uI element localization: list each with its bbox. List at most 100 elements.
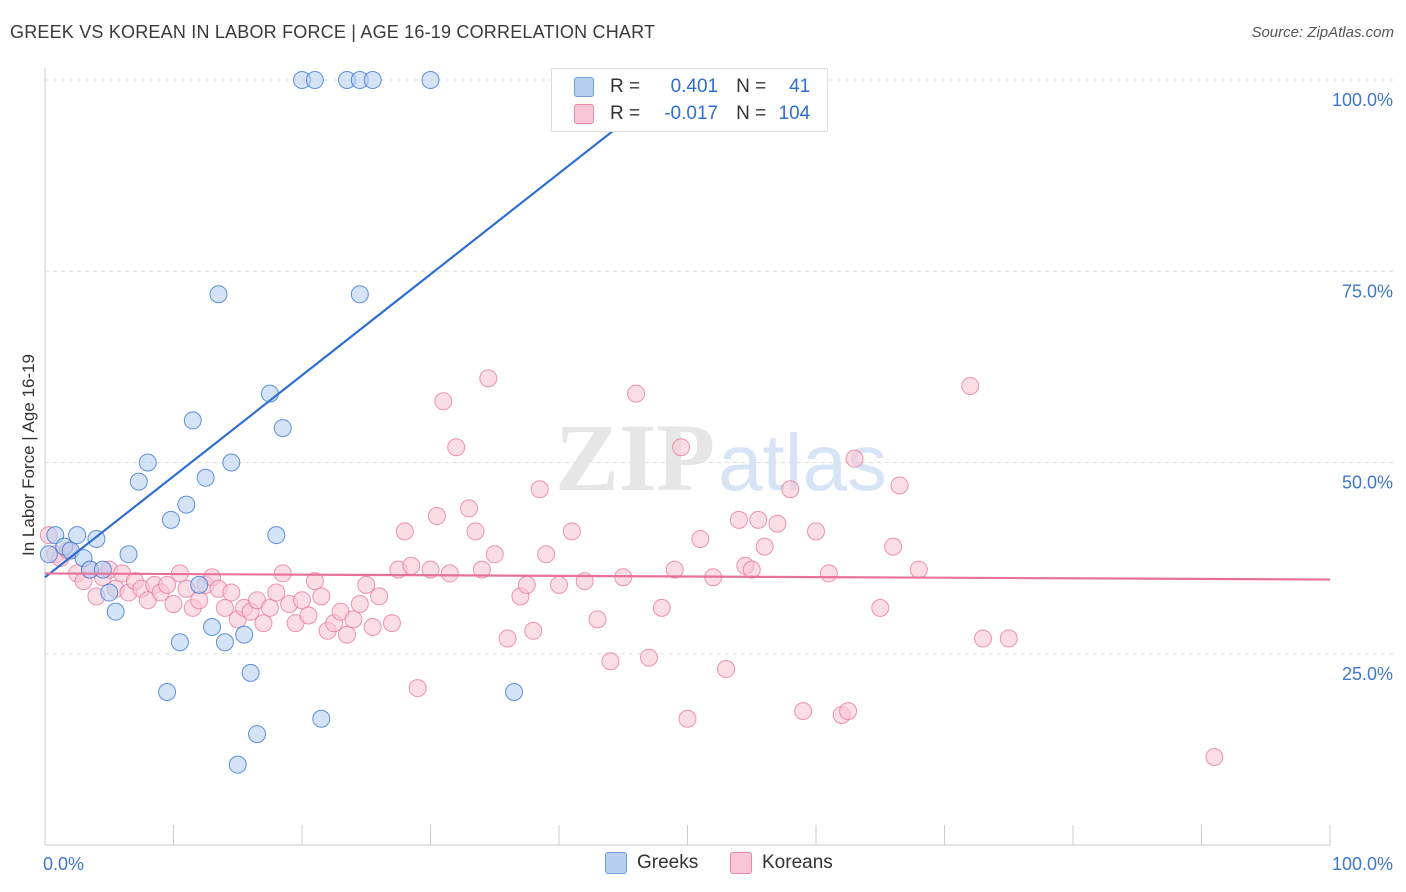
- greeks-point-37: [350, 285, 369, 304]
- koreans-point-97: [819, 564, 838, 583]
- koreans-point-51: [370, 587, 389, 606]
- x-tick-label-right: 100.0%: [1332, 854, 1393, 874]
- koreans-point-42: [312, 587, 331, 606]
- koreans-point-34: [260, 598, 279, 617]
- greeks-n-value: 41: [789, 76, 811, 97]
- legend-row-koreans: R = -0.017 N = 104: [574, 102, 810, 126]
- koreans-point-92: [755, 537, 774, 556]
- koreans-point-93: [768, 514, 787, 533]
- koreans-point-95: [794, 702, 813, 721]
- bottom-koreans-swatch: [730, 852, 752, 874]
- greeks-points: [39, 71, 524, 774]
- greeks-point-18: [183, 411, 202, 430]
- greeks-point-30: [267, 526, 286, 545]
- koreans-point-47: [344, 610, 363, 629]
- greeks-r-label: R =: [610, 76, 641, 97]
- koreans-point-106: [974, 629, 993, 648]
- koreans-point-61: [447, 438, 466, 457]
- greeks-point-20: [196, 468, 215, 487]
- koreans-point-102: [884, 537, 903, 556]
- source-label: Source: ZipAtlas.com: [1251, 24, 1394, 41]
- gridlines: [45, 79, 1393, 655]
- koreans-point-57: [421, 560, 440, 579]
- koreans-point-63: [466, 522, 485, 541]
- bottom-legend-koreans: Koreans: [730, 852, 833, 874]
- greeks-r-value: 0.401: [670, 76, 719, 97]
- koreans-point-28: [222, 583, 241, 602]
- greeks-point-4: [68, 526, 87, 545]
- koreans-point-62: [460, 499, 479, 518]
- axes: [44, 68, 1331, 846]
- koreans-n-value: 104: [778, 103, 811, 124]
- greeks-point-34: [312, 709, 331, 728]
- koreans-point-99: [839, 702, 858, 721]
- koreans-point-70: [524, 621, 543, 640]
- koreans-r-value: -0.017: [664, 103, 719, 124]
- koreans-point-108: [1205, 748, 1224, 767]
- y-tick-label-100: 100.0%: [1332, 90, 1393, 110]
- koreans-point-66: [485, 545, 504, 564]
- legend-row-greeks: R = 0.401 N = 41: [574, 75, 810, 99]
- koreans-point-107: [999, 629, 1018, 648]
- trend-lines: [44, 71, 1331, 581]
- koreans-point-60: [440, 564, 459, 583]
- greeks-swatch: [574, 77, 594, 97]
- koreans-point-64: [472, 560, 491, 579]
- koreans-point-85: [691, 530, 710, 548]
- greeks-point-31: [273, 419, 292, 438]
- koreans-point-59: [434, 392, 453, 411]
- koreans-point-76: [588, 610, 607, 629]
- bottom-koreans-label: Koreans: [762, 852, 833, 873]
- greeks-point-28: [248, 725, 267, 744]
- y-tick-label-25: 25.0%: [1342, 664, 1393, 684]
- watermark-zip: ZIP: [555, 404, 715, 511]
- koreans-point-71: [530, 480, 549, 499]
- koreans-point-18: [158, 575, 177, 594]
- stats-legend: R = 0.401 N = 41 R = -0.017 N = 104: [551, 68, 828, 132]
- koreans-point-19: [164, 595, 183, 614]
- greeks-point-9: [100, 583, 119, 602]
- koreans-point-55: [402, 556, 421, 575]
- koreans-point-49: [357, 575, 376, 594]
- greeks-point-16: [170, 633, 189, 652]
- koreans-trend-line: [44, 572, 1331, 581]
- greeks-point-10: [106, 602, 125, 621]
- x-tick-label-left: 0.0%: [43, 854, 84, 874]
- koreans-point-65: [479, 369, 498, 388]
- koreans-point-81: [652, 598, 671, 617]
- greeks-point-23: [215, 633, 234, 652]
- greeks-point-11: [119, 545, 138, 564]
- greeks-point-40: [505, 683, 524, 701]
- greeks-point-33: [305, 71, 324, 89]
- koreans-point-46: [337, 625, 356, 644]
- bottom-greeks-swatch: [605, 852, 627, 874]
- bottom-legend-greeks: Greeks: [605, 852, 698, 874]
- koreans-point-23: [190, 591, 209, 610]
- koreans-point-48: [350, 595, 369, 614]
- x-tick-labels: 0.0% 100.0%: [43, 854, 1393, 874]
- koreans-point-84: [678, 709, 697, 728]
- koreans-point-88: [729, 510, 748, 529]
- koreans-point-72: [537, 545, 556, 564]
- greeks-point-25: [228, 755, 247, 774]
- greeks-point-39: [421, 71, 440, 89]
- greeks-point-22: [209, 285, 228, 304]
- greeks-point-38: [363, 71, 382, 89]
- koreans-point-103: [890, 476, 909, 495]
- koreans-point-100: [845, 449, 864, 468]
- koreans-point-69: [517, 575, 536, 594]
- greeks-point-14: [158, 683, 177, 701]
- greeks-point-26: [235, 625, 254, 644]
- greeks-trend-line: [44, 71, 689, 579]
- greeks-point-19: [190, 575, 209, 594]
- koreans-n-label: N =: [736, 103, 767, 124]
- greeks-point-24: [222, 453, 241, 472]
- koreans-point-77: [601, 652, 620, 671]
- y-tick-labels: 25.0% 50.0% 75.0% 100.0%: [1332, 90, 1393, 684]
- koreans-point-79: [627, 384, 646, 403]
- koreans-point-33: [254, 614, 273, 633]
- koreans-point-35: [267, 583, 286, 602]
- greeks-point-15: [161, 510, 180, 529]
- koreans-point-39: [293, 591, 311, 610]
